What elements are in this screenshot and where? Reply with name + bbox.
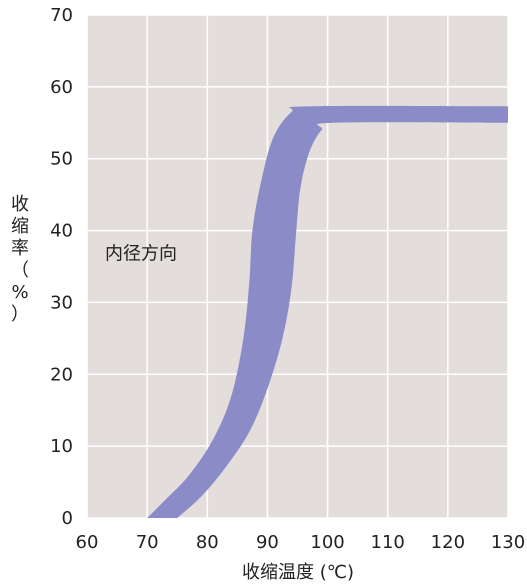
x-tick-label: 60 [76, 532, 99, 553]
y-tick-label: 50 [50, 149, 73, 170]
x-axis-title: 收缩温度 (℃) [242, 562, 354, 583]
x-tick-label: 70 [136, 532, 159, 553]
x-tick-label: 100 [310, 532, 344, 553]
y-tick-label: 0 [62, 508, 73, 529]
x-tick-label: 130 [491, 532, 525, 553]
x-tick-label: 80 [196, 532, 219, 553]
tick-labels: 60 70 80 90 100 110 120 130 0 10 20 30 40 50 60 70 [50, 5, 525, 553]
y-tick-label: 60 [50, 77, 73, 98]
y-axis-title-char: （ [11, 260, 29, 281]
y-axis-title: 收缩率（%） [11, 194, 29, 325]
x-tick-label: 110 [371, 532, 405, 553]
y-axis-title-char: % [11, 282, 28, 303]
x-tick-label: 120 [431, 532, 465, 553]
y-axis-title-char: 率 [11, 238, 29, 259]
y-tick-label: 10 [50, 436, 73, 457]
plot-background [87, 15, 508, 518]
x-tick-label: 90 [256, 532, 279, 553]
y-tick-label: 70 [50, 5, 73, 26]
shrinkage-band-0 [147, 105, 508, 518]
shrinkage-band-layer [147, 105, 508, 518]
y-axis-title-char: 缩 [11, 216, 29, 237]
inner-diameter-direction-label: 内径方向 [105, 243, 177, 264]
y-axis-title-char: 收 [11, 194, 29, 215]
y-tick-label: 20 [50, 364, 73, 385]
y-tick-label: 30 [50, 292, 73, 313]
y-axis-title-char: ） [11, 304, 29, 325]
y-tick-label: 40 [50, 221, 73, 242]
